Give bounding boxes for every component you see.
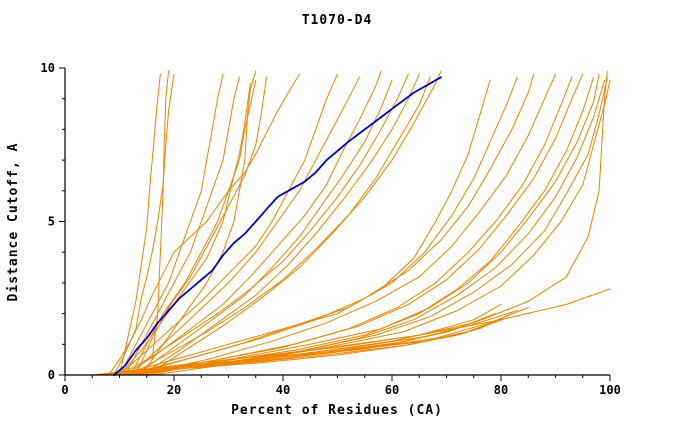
- series-model-16: [129, 76, 431, 376]
- x-tick-label: 100: [599, 383, 621, 397]
- series-model-22: [119, 76, 573, 376]
- series-model-24: [129, 76, 595, 376]
- series-model-12: [124, 70, 382, 376]
- series-model-11: [129, 76, 360, 376]
- series-model-09: [140, 70, 257, 376]
- x-tick-label: 60: [385, 383, 399, 397]
- y-axis-label: Distance Cutoff, A: [6, 143, 21, 302]
- series-model-35: [97, 313, 497, 376]
- series-model-06: [129, 79, 257, 376]
- series-model-25: [146, 73, 600, 376]
- y-tick-label: 0: [48, 368, 55, 382]
- x-tick-label: 80: [494, 383, 508, 397]
- series-model-13: [135, 79, 393, 376]
- series-model-08: [135, 76, 268, 376]
- series-highlighted-model: [113, 76, 442, 376]
- series-model-15: [140, 73, 420, 376]
- series-model-20: [124, 73, 535, 376]
- x-tick-label: 40: [276, 383, 290, 397]
- series-model-33: [119, 307, 529, 376]
- x-tick-label: 20: [167, 383, 181, 397]
- series-model-17: [146, 70, 442, 376]
- series-model-26: [124, 79, 605, 376]
- tick-layer: 0 20 40 60 80 100 0 5 10: [41, 61, 621, 397]
- series-model-36: [113, 310, 518, 376]
- x-axis-label: Percent of Residues (CA): [231, 403, 443, 418]
- series-model-03: [151, 70, 170, 361]
- series-model-18: [119, 79, 491, 376]
- y-tick-label: 10: [41, 61, 55, 75]
- series-model-21: [135, 73, 556, 376]
- series-model-07: [119, 82, 251, 376]
- series-model-37: [102, 317, 507, 376]
- series-model-23: [140, 73, 584, 376]
- series-model-05: [124, 76, 240, 376]
- series-model-01: [119, 73, 161, 376]
- series-model-10: [119, 73, 338, 376]
- series-layer: [91, 70, 611, 376]
- chart-title: T1070-D4: [302, 13, 373, 28]
- series-model-28: [173, 70, 608, 370]
- series-model-04: [119, 73, 224, 376]
- series-model-38: [91, 288, 611, 376]
- x-tick-label: 0: [61, 383, 68, 397]
- series-model-39: [108, 73, 300, 376]
- series-model-14: [119, 73, 409, 376]
- y-tick-label: 5: [48, 215, 55, 229]
